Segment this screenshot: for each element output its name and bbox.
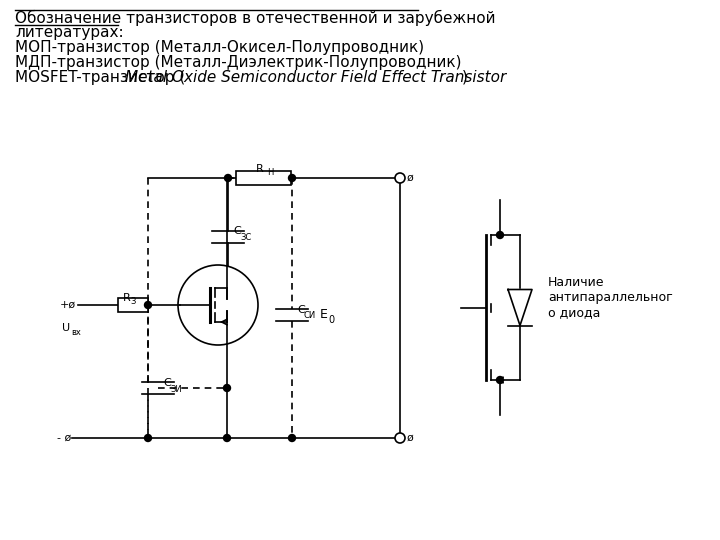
- Text: ø: ø: [407, 173, 414, 183]
- Text: С: С: [297, 305, 305, 315]
- Text: С: С: [163, 378, 171, 388]
- Circle shape: [145, 435, 151, 442]
- Polygon shape: [508, 289, 532, 326]
- Text: СИ: СИ: [304, 312, 316, 321]
- Text: MOSFET-транзистор (: MOSFET-транзистор (: [15, 70, 185, 85]
- Text: ø: ø: [407, 433, 414, 443]
- Circle shape: [178, 265, 258, 345]
- Text: 0: 0: [328, 315, 334, 325]
- Text: - ø: - ø: [57, 433, 71, 443]
- FancyBboxPatch shape: [236, 171, 291, 185]
- Text: С: С: [233, 226, 240, 237]
- Text: R: R: [123, 293, 131, 303]
- Text: Н: Н: [267, 168, 274, 177]
- Circle shape: [223, 435, 230, 442]
- Circle shape: [289, 174, 295, 181]
- Text: литературах:: литературах:: [15, 25, 124, 40]
- Text: МОП-транзистор (Металл-Окисел-Полупроводник): МОП-транзистор (Металл-Окисел-Полупровод…: [15, 40, 424, 55]
- Text: вх: вх: [71, 328, 81, 337]
- Text: U: U: [62, 323, 70, 333]
- Circle shape: [497, 232, 503, 239]
- Circle shape: [289, 435, 295, 442]
- Circle shape: [395, 433, 405, 443]
- Text: Metal Oxide Semiconductor Field Effect Transistor: Metal Oxide Semiconductor Field Effect T…: [125, 70, 506, 85]
- Text: Е: Е: [320, 308, 328, 321]
- Text: ЗС: ЗС: [240, 233, 251, 242]
- Text: +ø: +ø: [60, 300, 76, 310]
- Text: Обозначение транзисторов в отечественной и зарубежной: Обозначение транзисторов в отечественной…: [15, 10, 495, 26]
- Text: ЗИ: ЗИ: [170, 384, 181, 394]
- Text: МДП-транзистор (Металл-Диэлектрик-Полупроводник): МДП-транзистор (Металл-Диэлектрик-Полупр…: [15, 55, 462, 70]
- FancyBboxPatch shape: [118, 298, 148, 312]
- Circle shape: [145, 301, 151, 308]
- Circle shape: [395, 173, 405, 183]
- Text: R: R: [256, 164, 264, 174]
- Circle shape: [225, 174, 232, 181]
- Text: З: З: [130, 297, 135, 306]
- Text: Наличие
антипараллельног
о диода: Наличие антипараллельног о диода: [548, 276, 672, 319]
- Text: ): ): [462, 70, 468, 85]
- Circle shape: [497, 376, 503, 383]
- Circle shape: [223, 384, 230, 391]
